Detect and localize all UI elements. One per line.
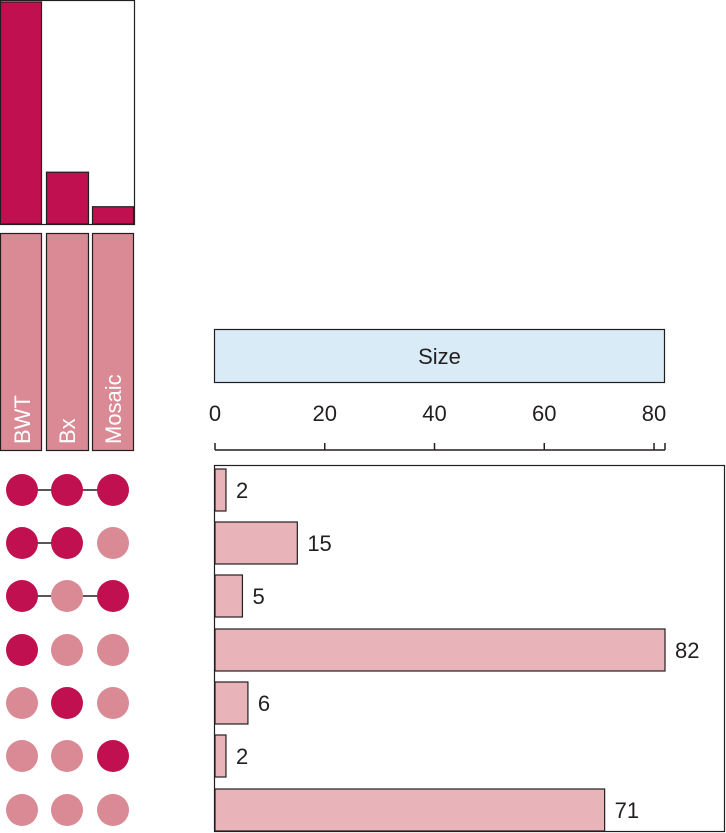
set-label: Mosaic <box>101 374 126 444</box>
x-axis-title: Size <box>418 344 461 369</box>
bar-value-label: 2 <box>236 744 248 769</box>
bar-value-label: 15 <box>307 531 331 556</box>
dot-inactive <box>51 634 83 666</box>
set-label-column <box>45 232 90 452</box>
dot-inactive <box>6 794 38 826</box>
dot-inactive <box>51 740 83 772</box>
dot-active <box>97 740 129 772</box>
intersection-bar <box>214 521 298 565</box>
set-size-bar <box>91 206 135 225</box>
dot-active <box>51 474 83 506</box>
set-label-column <box>91 232 135 452</box>
x-tick-label: 60 <box>532 401 556 426</box>
dot-active <box>51 527 83 559</box>
dot-inactive <box>51 794 83 826</box>
bar-value-label: 6 <box>258 691 270 716</box>
intersection-bar <box>214 628 666 672</box>
dot-active <box>6 527 38 559</box>
intersection-bar <box>214 788 606 832</box>
dot-active <box>6 474 38 506</box>
dot-inactive <box>51 580 83 612</box>
set-size-bar <box>0 1 43 225</box>
dot-active <box>6 580 38 612</box>
intersection-bar <box>214 468 227 512</box>
x-tick-label: 40 <box>422 401 446 426</box>
set-label: Bx <box>55 418 80 444</box>
intersection-bar <box>214 574 244 618</box>
dot-inactive <box>6 687 38 719</box>
x-tick-label: 20 <box>313 401 337 426</box>
dot-inactive <box>97 687 129 719</box>
x-tick-label: 0 <box>209 401 221 426</box>
set-size-bar <box>45 171 90 225</box>
intersection-bar <box>214 681 249 725</box>
dot-inactive <box>97 794 129 826</box>
dot-inactive <box>97 634 129 666</box>
dot-active <box>6 634 38 666</box>
dot-active <box>51 687 83 719</box>
x-tick-label: 80 <box>642 401 666 426</box>
dot-active <box>97 474 129 506</box>
dot-inactive <box>6 740 38 772</box>
bar-value-label: 5 <box>252 584 264 609</box>
bar-value-label: 2 <box>236 478 248 503</box>
axis-title-box <box>213 328 666 384</box>
dot-active <box>97 580 129 612</box>
intersection-bar <box>214 734 227 778</box>
bar-value-label: 71 <box>615 798 639 823</box>
set-label: BWT <box>10 395 35 444</box>
dot-inactive <box>97 527 129 559</box>
set-label-column <box>0 232 43 452</box>
bar-value-label: 82 <box>675 638 699 663</box>
